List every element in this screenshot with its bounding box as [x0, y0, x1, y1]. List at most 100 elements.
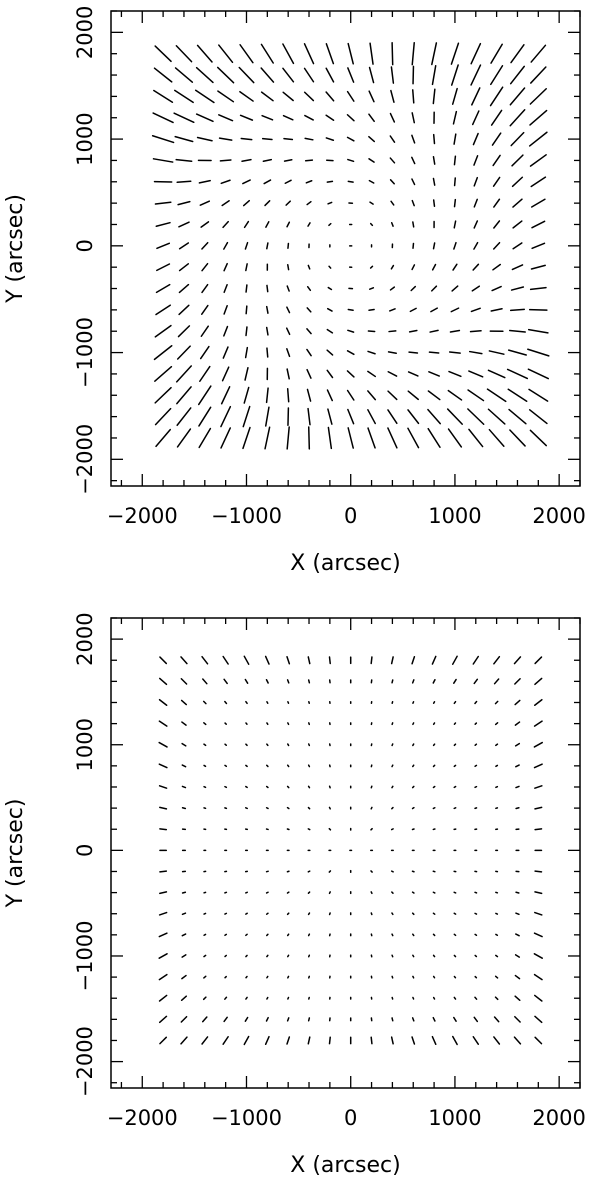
- vector-stick: [245, 263, 248, 272]
- vector-stick: [493, 1016, 500, 1023]
- vector-stick: [514, 995, 521, 1002]
- vector-stick: [180, 995, 188, 1002]
- vector-stick: [203, 933, 207, 937]
- vector-stick: [369, 42, 374, 65]
- vector-stick: [534, 870, 543, 873]
- vector-stick: [389, 135, 396, 143]
- vector-stick: [493, 678, 500, 685]
- vector-stick: [180, 1015, 188, 1023]
- vector-stick: [286, 221, 291, 228]
- vector-stick: [260, 91, 274, 102]
- vector-stick: [370, 806, 373, 810]
- vector-stick: [286, 388, 290, 403]
- vector-stick: [431, 655, 437, 665]
- vector-stick: [467, 408, 485, 426]
- vector-stick: [487, 408, 506, 425]
- vector-stick: [432, 678, 436, 684]
- vector-stick: [201, 1036, 209, 1045]
- vector-stick: [266, 743, 269, 747]
- vector-stick: [412, 221, 415, 228]
- vector-stick: [325, 67, 335, 83]
- vector-stick: [432, 785, 436, 789]
- vector-stick: [451, 285, 459, 292]
- vector-stick: [158, 973, 168, 981]
- vector-stick: [286, 679, 290, 684]
- vector-stick: [412, 722, 415, 726]
- vector-stick: [282, 67, 295, 83]
- vector-stick: [474, 975, 478, 979]
- vector-stick: [389, 179, 395, 185]
- vector-stick: [180, 656, 188, 665]
- vector-stick: [286, 655, 291, 665]
- vector-stick: [411, 134, 416, 144]
- vector-stick: [240, 137, 253, 141]
- y-tick-label: 0: [73, 844, 97, 857]
- vector-stick: [453, 954, 457, 958]
- vector-stick: [151, 135, 175, 144]
- vector-stick: [490, 64, 504, 86]
- vector-stick: [195, 66, 214, 84]
- vector-stick: [326, 349, 334, 356]
- vector-stick: [432, 954, 436, 958]
- vector-stick: [432, 975, 436, 979]
- vector-stick: [245, 954, 248, 958]
- vector-stick: [306, 328, 312, 335]
- vector-stick: [155, 428, 171, 448]
- vector-stick: [428, 371, 441, 377]
- vector-stick: [180, 677, 188, 685]
- vector-stick: [308, 722, 311, 726]
- vector-stick: [391, 891, 394, 894]
- vector-stick: [432, 764, 436, 768]
- vector-stick: [530, 176, 547, 188]
- vector-stick: [514, 699, 521, 706]
- vector-stick: [513, 1036, 522, 1045]
- vector-stick: [492, 176, 501, 187]
- vector-stick: [453, 975, 457, 979]
- vector-stick: [411, 891, 415, 894]
- vector-stick: [369, 222, 374, 227]
- vector-stick: [242, 405, 251, 428]
- vector-stick: [159, 1015, 168, 1024]
- vector-stick: [515, 764, 520, 768]
- vector-stick: [306, 388, 312, 402]
- vector-stick: [224, 785, 228, 789]
- vector-stick: [203, 975, 207, 979]
- vector-stick: [431, 285, 438, 292]
- vector-stick: [432, 891, 436, 894]
- vector-stick: [224, 764, 228, 768]
- vector-stick: [222, 220, 230, 229]
- vector-stick: [387, 427, 398, 449]
- vector-stick: [153, 67, 173, 83]
- vector-stick: [493, 1036, 501, 1045]
- vector-stick: [156, 242, 171, 250]
- vector-stick: [515, 807, 520, 810]
- vector-stick: [391, 954, 394, 958]
- vector-stick: [286, 870, 290, 873]
- vector-stick: [286, 891, 290, 894]
- vector-stick: [303, 43, 315, 65]
- vector-stick: [471, 87, 481, 106]
- vector-stick: [203, 785, 207, 789]
- vector-stick: [534, 698, 543, 707]
- vector-stick: [534, 1015, 543, 1024]
- vector-stick: [507, 388, 528, 403]
- vector-stick: [328, 891, 331, 895]
- x-axis-label: X (arcsec): [290, 551, 400, 576]
- vector-stick: [489, 86, 504, 107]
- vector-stick: [494, 700, 499, 705]
- vector-stick: [507, 349, 527, 356]
- vector-stick: [153, 344, 173, 361]
- vector-stick: [391, 42, 394, 66]
- vector-stick: [494, 722, 499, 726]
- vector-stick: [154, 407, 172, 426]
- vector-stick: [307, 806, 311, 810]
- vector-stick: [492, 241, 501, 250]
- vector-stick: [261, 114, 274, 121]
- vector-stick: [286, 426, 290, 450]
- vector-stick: [326, 307, 333, 312]
- vector-stick: [527, 368, 550, 380]
- vector-stick: [487, 369, 506, 379]
- vector-stick: [326, 180, 334, 183]
